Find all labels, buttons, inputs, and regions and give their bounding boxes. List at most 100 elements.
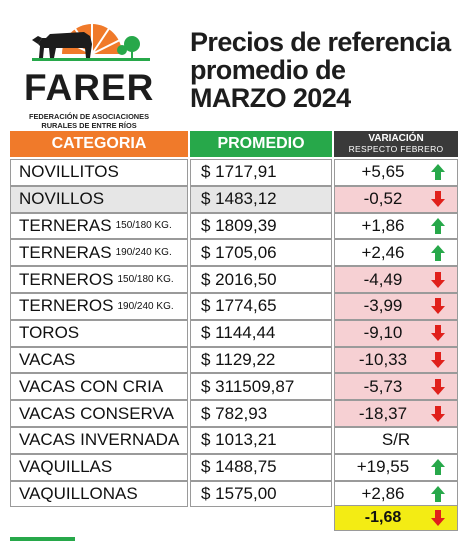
category-weight: 150/180 KG. [117, 274, 174, 286]
variation-value: -10,33 [358, 349, 408, 369]
variation-cell: +1,86 [334, 212, 458, 240]
variation-value: -4,49 [363, 269, 403, 289]
cow-sun-logo-icon [32, 22, 150, 61]
category-name: TERNEROS [19, 296, 114, 316]
arrow-down-icon [431, 298, 445, 315]
variation-cell: +19,55 [334, 453, 458, 481]
category-name: VAQUILLONAS [19, 483, 138, 503]
total-variation: -1,68 [334, 505, 458, 531]
price-cell: $ 1717,91 [190, 159, 332, 186]
variation-cell: -9,10 [334, 319, 458, 347]
table-row: TERNEROS 150/180 KG. $ 2016,50 -4,49 [10, 266, 458, 293]
variation-cell: +5,65 [334, 159, 458, 186]
table-row: NOVILLOS $ 1483,12 -0,52 [10, 185, 458, 213]
table-row: VACAS CON CRIA $ 311509,87 -5,73 [10, 373, 458, 401]
arrow-down-icon [431, 510, 445, 526]
category-weight: 190/240 KG. [117, 300, 174, 312]
variation-value: -18,37 [358, 403, 408, 423]
price-cell: $ 2016,50 [190, 266, 332, 293]
page-title: Precios de referencia promedio de MARZO … [190, 28, 451, 112]
arrow-up-icon [431, 485, 445, 502]
table-row: TERNERAS 150/180 KG. $ 1809,39 +1,86 [10, 212, 458, 240]
arrow-up-icon [431, 164, 445, 181]
table-row: VAQUILLAS $ 1488,75 +19,55 [10, 453, 458, 481]
variation-cell: -18,37 [334, 400, 458, 427]
title-line3: MARZO 2024 [190, 83, 351, 113]
category-name: NOVILLOS [19, 189, 105, 209]
variation-value: -9,10 [363, 323, 403, 343]
category-cell: NOVILLITOS [10, 159, 188, 186]
price-cell: $ 1013,21 [190, 427, 332, 454]
variation-value: +19,55 [356, 457, 410, 477]
variation-value: +2,46 [361, 242, 405, 262]
arrow-up-icon [431, 217, 445, 234]
category-cell: VACAS INVERNADA [10, 427, 188, 454]
price-cell: $ 1488,75 [190, 453, 332, 481]
category-name: TERNERAS [19, 242, 112, 262]
variation-cell: -0,52 [334, 185, 458, 213]
category-cell: VACAS CONSERVA [10, 400, 188, 427]
category-cell: TERNERAS 190/240 KG. [10, 239, 188, 267]
total-variation-value: -1,68 [364, 509, 402, 526]
categoria-header: CATEGORIA [10, 131, 188, 157]
variation-cell: -5,73 [334, 373, 458, 401]
category-name: NOVILLITOS [19, 162, 119, 182]
arrow-up-icon [431, 244, 445, 261]
category-name: VACAS CON CRIA [19, 376, 164, 396]
category-cell: NOVILLOS [10, 185, 188, 213]
variation-value: S/R [381, 430, 411, 450]
price-cell: $ 311509,87 [190, 373, 332, 401]
bottom-accent-bar [10, 537, 75, 541]
table-row: VACAS INVERNADA $ 1013,21 S/R [10, 427, 458, 454]
arrow-down-icon [431, 405, 445, 422]
price-cell: $ 1705,06 [190, 239, 332, 267]
arrow-down-icon [431, 191, 445, 208]
table-row: VACAS $ 1129,22 -10,33 [10, 346, 458, 374]
price-cell: $ 1144,44 [190, 319, 332, 347]
title-line1: Precios de referencia [190, 27, 451, 57]
variation-cell: +2,46 [334, 239, 458, 267]
title-line2: promedio de [190, 55, 346, 85]
category-cell: TOROS [10, 319, 188, 347]
price-cell: $ 782,93 [190, 400, 332, 427]
category-weight: 190/240 KG. [115, 247, 172, 259]
category-weight: 150/180 KG. [115, 220, 172, 232]
category-name: VACAS CONSERVA [19, 403, 174, 423]
arrow-down-icon [431, 351, 445, 368]
price-cell: $ 1809,39 [190, 212, 332, 240]
variation-value: +1,86 [361, 215, 405, 235]
category-cell: TERNERAS 150/180 KG. [10, 212, 188, 240]
arrow-down-icon [431, 378, 445, 395]
category-name: TOROS [19, 323, 80, 343]
variation-value: -3,99 [363, 296, 403, 316]
price-cell: $ 1129,22 [190, 346, 332, 374]
arrow-down-icon [431, 325, 445, 342]
category-cell: VAQUILLONAS [10, 480, 188, 508]
variation-value: -5,73 [363, 376, 403, 396]
logo-title: FARER [24, 67, 155, 108]
variacion-header-label: VARIACIÓN [368, 133, 424, 144]
category-name: VACAS [19, 349, 76, 369]
farer-logo: FARER FEDERACIÓN DE ASOCIACIONES RURALES… [24, 14, 154, 130]
arrow-down-icon [431, 271, 445, 288]
logo-subtitle-line2: RURALES DE ENTRE RÍOS [41, 121, 137, 130]
price-cell: $ 1575,00 [190, 480, 332, 508]
variation-cell: S/R [334, 427, 458, 454]
table-row: TERNERAS 190/240 KG. $ 1705,06 +2,46 [10, 239, 458, 267]
arrow-up-icon [431, 459, 445, 476]
price-cell: $ 1774,65 [190, 293, 332, 320]
variation-cell: -10,33 [334, 346, 458, 374]
variation-cell: +2,86 [334, 480, 458, 508]
variacion-header: VARIACIÓN RESPECTO FEBRERO [334, 131, 458, 157]
category-name: VACAS INVERNADA [19, 430, 180, 450]
category-cell: VACAS [10, 346, 188, 374]
category-name: VAQUILLAS [19, 457, 113, 477]
category-cell: VAQUILLAS [10, 453, 188, 481]
table-row: TERNEROS 190/240 KG. $ 1774,65 -3,99 [10, 293, 458, 320]
variation-cell: -4,49 [334, 266, 458, 293]
promedio-header: PROMEDIO [190, 131, 332, 157]
category-cell: TERNEROS 150/180 KG. [10, 266, 188, 293]
variation-value: +2,86 [361, 483, 405, 503]
category-name: TERNERAS [19, 215, 112, 235]
table-row: VAQUILLONAS $ 1575,00 +2,86 [10, 480, 458, 508]
